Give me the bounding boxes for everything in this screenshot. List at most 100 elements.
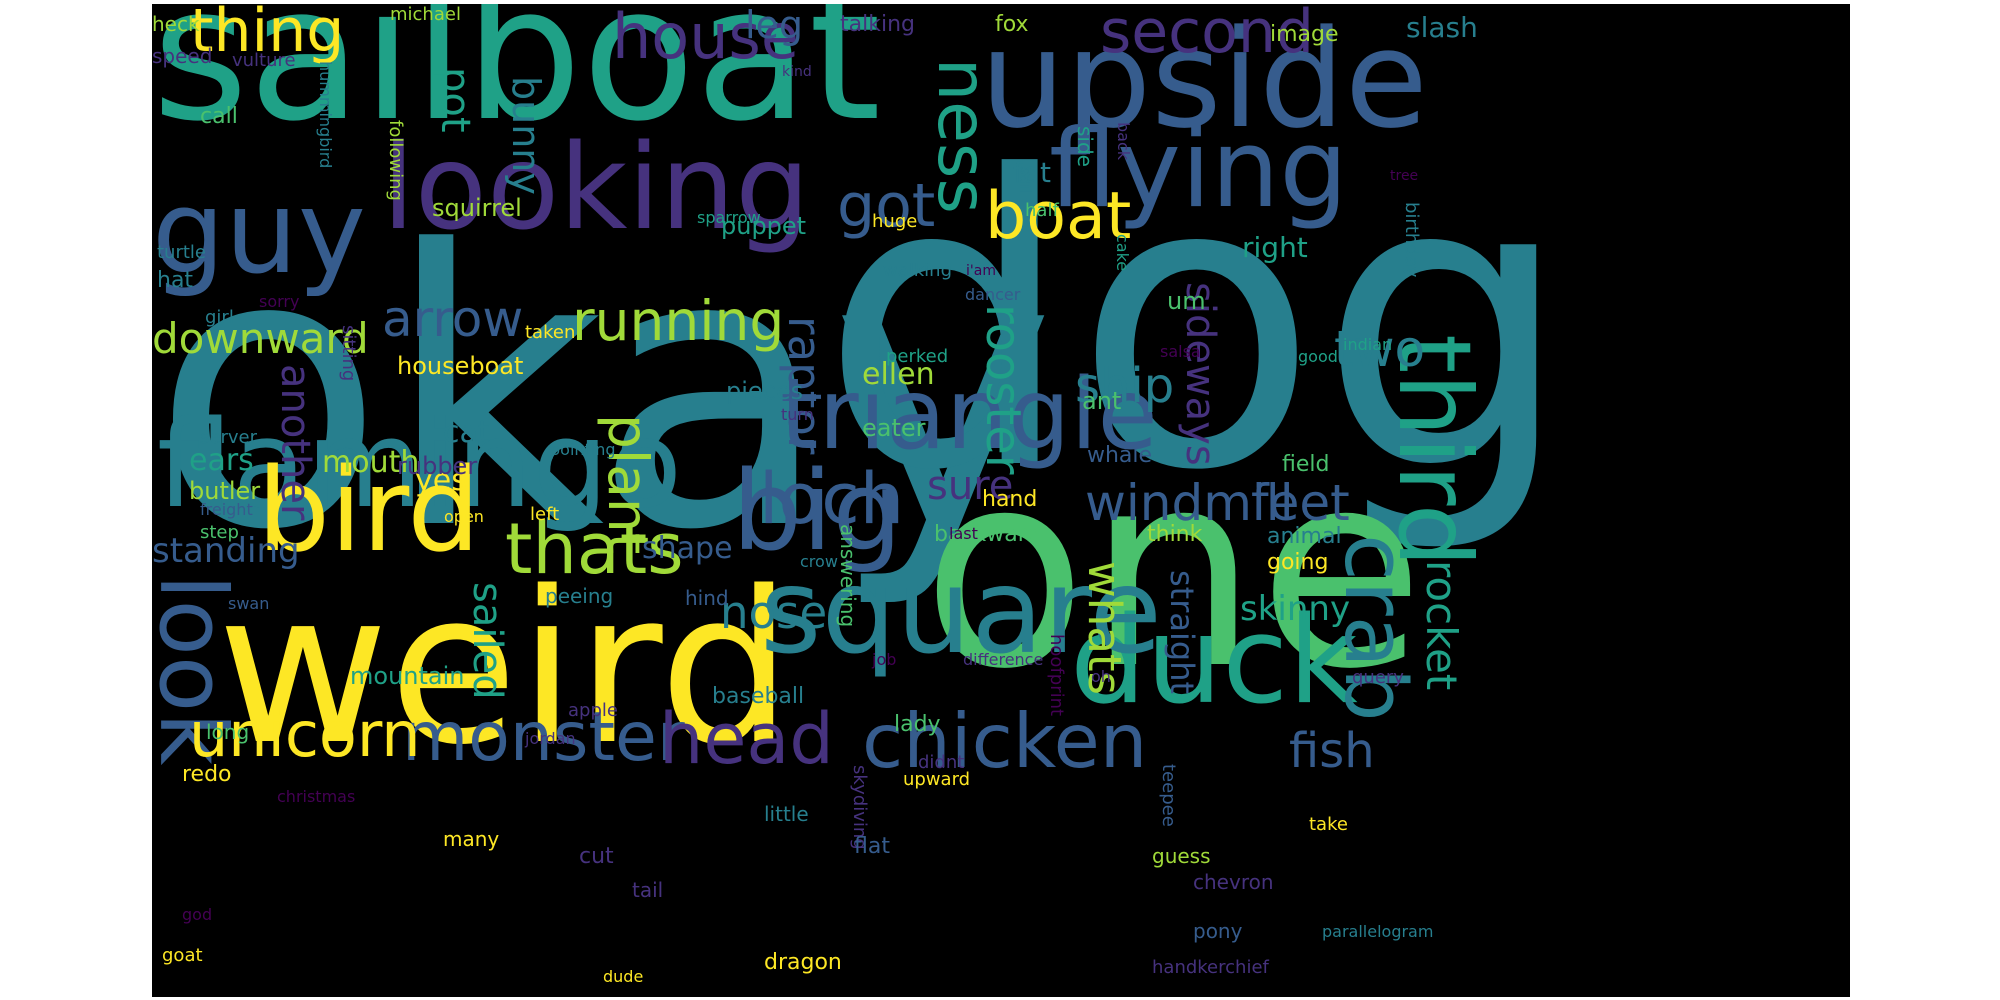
word-whale: whale <box>1087 443 1153 468</box>
word-following: following <box>385 120 406 201</box>
word-dragon: dragon <box>764 950 842 975</box>
word-handkerchief: handkerchief <box>1152 957 1269 978</box>
word-skinny: skinny <box>1240 589 1351 629</box>
word-okay: okay <box>152 170 1056 613</box>
word-shape: shape <box>642 531 733 566</box>
word-sparrow: sparrow <box>697 208 761 227</box>
word-taken: taken <box>525 322 576 343</box>
word-ness: ness <box>922 58 1001 214</box>
word-dancer: dancer <box>965 285 1021 304</box>
word-guess: guess <box>1152 844 1211 868</box>
word-fish: fish <box>1289 723 1375 779</box>
word-boat: boat <box>985 179 1132 254</box>
word-crow: crow <box>800 552 838 571</box>
word-bunny: bunny <box>504 76 548 195</box>
word-image: image <box>1270 22 1339 47</box>
word-birthday: birthday <box>1401 202 1422 278</box>
word-feet: feet <box>1251 474 1350 532</box>
word-peeing: peeing <box>545 584 614 608</box>
word-good: good <box>1298 347 1338 366</box>
word-think: think <box>1147 522 1203 547</box>
word-cut: cut <box>579 844 614 869</box>
word-going: going <box>1267 550 1329 575</box>
word-step: step <box>200 522 239 543</box>
word-ship: ship <box>1075 358 1175 414</box>
word-running: running <box>572 289 785 353</box>
word-one: one <box>922 413 1425 728</box>
word-leg: leg <box>745 4 804 47</box>
word-flat: flat <box>854 834 890 859</box>
word-head: head <box>659 698 834 780</box>
word-squirrel: squirrel <box>432 194 522 222</box>
word-butler: butler <box>189 477 261 505</box>
word-flamingo: flamingo <box>157 396 682 535</box>
word-rubber: rubber <box>397 452 478 480</box>
word-mountain: mountain <box>350 662 465 690</box>
word-job: job <box>872 650 897 669</box>
word-salsa: salsa <box>1160 342 1201 361</box>
word-tree: tree <box>1390 168 1419 184</box>
word-little: little <box>764 802 809 826</box>
word-house: house <box>612 4 799 73</box>
word-long: long <box>206 720 250 744</box>
word-indian: indian <box>1343 335 1393 354</box>
word-oh: oh <box>1091 667 1111 686</box>
word-answering: answering <box>836 524 860 628</box>
word-flying: flying <box>1049 107 1348 232</box>
word-redo: redo <box>182 762 232 787</box>
word-houseboat: houseboat <box>397 352 524 380</box>
word-i-am: i'am <box>966 263 996 279</box>
word-eater: eater <box>862 414 926 442</box>
word-jordan: jordan <box>525 729 576 748</box>
word-another: another <box>272 364 318 521</box>
word-swan: swan <box>228 594 270 613</box>
word-mouth: mouth <box>322 445 420 480</box>
word-unicorn: unicorn <box>189 698 421 771</box>
word-rooster: rooster <box>975 304 1031 475</box>
word-upward: upward <box>903 769 971 790</box>
word-guy: guy <box>152 166 366 300</box>
word-yes: yes <box>415 463 467 498</box>
word-pointing: pointing <box>550 440 616 459</box>
word-windmill: windmill <box>1085 474 1294 532</box>
word-server: server <box>200 427 257 448</box>
word-right: right <box>1242 231 1308 264</box>
word-sailboat: sailboat <box>152 4 882 162</box>
word-dog: dog <box>820 93 1573 558</box>
word-chevron: chevron <box>1193 870 1274 894</box>
word-um: um <box>1167 287 1206 315</box>
word-didnt: didnt <box>918 752 965 773</box>
word-turn: turn <box>781 405 814 424</box>
word-hind: hind <box>685 586 729 610</box>
word-perked: perked <box>886 346 949 367</box>
word-take: take <box>1309 814 1348 835</box>
word-lady: lady <box>894 712 941 737</box>
word-speed: speed <box>152 44 213 68</box>
word-cloud: okay dog sailboat one weird upside flamingo loo… <box>152 4 1850 997</box>
word-goat: goat <box>162 945 203 966</box>
word-fat: fat <box>1013 156 1051 189</box>
word-cake: cake <box>1113 234 1132 272</box>
word-hand: hand <box>982 487 1038 512</box>
word-sail: sail <box>1016 166 1035 194</box>
word-talking: talking <box>840 12 915 37</box>
word-many: many <box>443 827 500 851</box>
word-ears: ears <box>189 443 254 478</box>
word-tail: tail <box>632 878 664 902</box>
word-huge: huge <box>872 211 918 232</box>
word-kind: kind <box>782 64 812 80</box>
word-second: second <box>1100 4 1314 67</box>
word-straight: straight <box>1163 570 1201 695</box>
word-got: got <box>837 171 936 241</box>
word-triangle: triangle <box>780 358 1158 472</box>
word-open: open <box>444 507 484 526</box>
word-slash: slash <box>1406 11 1478 44</box>
word-pot: pot <box>432 67 478 133</box>
word-hoofprint: hoofprint <box>1046 634 1067 717</box>
word-hummingbird: hummingbird <box>316 61 335 169</box>
word-turtle: turtle <box>157 242 206 263</box>
word-nose: nose <box>720 586 828 639</box>
word-looking: looking <box>382 118 810 256</box>
word-chicken: chicken <box>862 697 1148 785</box>
word-hat: hat <box>157 268 194 293</box>
